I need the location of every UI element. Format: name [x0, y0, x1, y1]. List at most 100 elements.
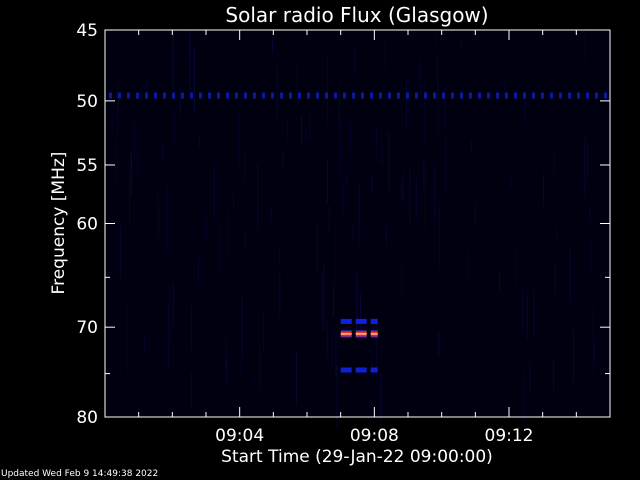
emission-band-0-dash [568, 92, 571, 99]
noise-streak [159, 202, 161, 238]
noise-streak [371, 357, 373, 373]
noise-streak [381, 144, 383, 164]
emission-band-0-dash [163, 92, 166, 99]
emission-band-2-dash [370, 330, 378, 338]
emission-band-0-dash [307, 92, 310, 99]
emission-band-0-dash [532, 92, 535, 99]
emission-band-2-dash [340, 330, 352, 338]
noise-streak [386, 226, 387, 245]
noise-streak [388, 132, 390, 192]
noise-streak [342, 183, 343, 216]
noise-streak [323, 262, 325, 331]
noise-streak [439, 203, 441, 268]
noise-streak [279, 274, 281, 318]
noise-streak [587, 142, 589, 180]
noise-streak [543, 173, 545, 207]
emission-band-0-dash [118, 92, 121, 99]
emission-band-0-dash [379, 92, 382, 99]
emission-band-0-dash [604, 92, 607, 99]
emission-band-0-dash [226, 92, 229, 99]
noise-streak [437, 56, 438, 97]
emission-band-0-dash [334, 92, 337, 99]
noise-streak [354, 48, 356, 75]
emission-band-0-dash [154, 92, 157, 99]
noise-streak [529, 361, 531, 396]
noise-streak [590, 241, 592, 272]
emission-band-0-dash [109, 92, 112, 99]
noise-streak [554, 263, 556, 295]
emission-band-0-dash [550, 92, 553, 99]
noise-streak [166, 184, 167, 252]
noise-streak [199, 135, 201, 148]
noise-streak [161, 143, 163, 160]
emission-band-3-dash [370, 367, 378, 373]
noise-streak [380, 373, 382, 422]
noise-streak [423, 158, 425, 187]
emission-band-0-dash [199, 92, 202, 99]
emission-band-0-dash [190, 92, 193, 99]
noise-streak [356, 273, 358, 332]
y-tick-label: 70 [76, 318, 98, 338]
noise-streak [144, 335, 145, 351]
noise-streak [405, 79, 407, 131]
noise-streak [584, 30, 586, 60]
emission-bands [109, 92, 607, 373]
emission-band-0-dash [316, 92, 319, 99]
emission-band-0-dash [442, 92, 445, 99]
emission-band-0-dash [541, 92, 544, 99]
emission-band-0-dash [559, 92, 562, 99]
noise-streak [271, 39, 273, 54]
noise-streak [460, 35, 462, 53]
noise-streak [219, 226, 221, 273]
emission-band-1-dash [370, 318, 378, 324]
emission-band-0-dash [136, 92, 139, 99]
noise-streak [444, 84, 446, 129]
emission-band-0-dash [415, 92, 418, 99]
noise-streak [117, 83, 119, 136]
noise-streak [349, 117, 351, 152]
emission-band-3-dash [355, 367, 367, 373]
emission-band-0-dash [469, 92, 472, 99]
noise-streak [241, 296, 243, 358]
emission-band-0-dash [478, 92, 481, 99]
noise-streak [556, 227, 558, 243]
emission-band-0-dash [208, 92, 211, 99]
emission-band-0-dash [433, 92, 436, 99]
emission-band-0-dash [298, 92, 301, 99]
noise-streak [114, 137, 116, 185]
noise-streak [471, 141, 473, 153]
noise-streak [119, 225, 121, 278]
noise-streak [129, 173, 131, 224]
x-axis: 09:04 09:08 09:12 [138, 30, 577, 446]
noise-streak [415, 179, 417, 218]
noise-streak [467, 251, 469, 278]
noise-streak [445, 132, 447, 191]
noise-streak [238, 112, 240, 167]
noise-streak [180, 88, 181, 115]
noise-streak [335, 332, 337, 378]
noise-streak [420, 60, 422, 95]
noise-streak [262, 313, 264, 352]
noise-streak [339, 117, 341, 175]
noise-streak [437, 83, 439, 135]
noise-streak [286, 117, 288, 142]
noise-streak [146, 79, 148, 99]
x-tick-label: 09:04 [215, 426, 264, 446]
plot-area [105, 30, 610, 417]
emission-band-0-dash [460, 92, 463, 99]
chart-title: Solar radio Flux (Glasgow) [225, 3, 488, 27]
emission-band-0-dash [280, 92, 283, 99]
emission-band-0-dash [253, 92, 256, 99]
noise-streak [206, 213, 208, 242]
noise-streak [400, 183, 402, 199]
noise-streak [376, 318, 378, 379]
noise-streak [526, 289, 528, 341]
emission-band-0-dash [514, 92, 517, 99]
emission-band-0-dash [397, 92, 400, 99]
emission-band-0-dash [496, 92, 499, 99]
noise-streak [328, 205, 330, 221]
noise-streak [316, 221, 318, 272]
noise-streak [376, 126, 378, 158]
noise-streak [173, 107, 175, 145]
noise-streak [189, 31, 191, 92]
